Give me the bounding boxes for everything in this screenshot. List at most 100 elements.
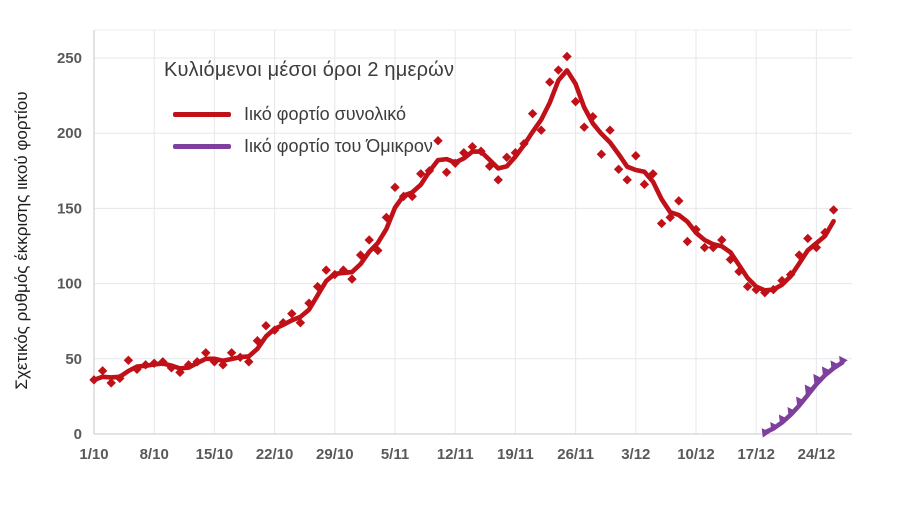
total-series-point	[321, 265, 331, 275]
total-series-point	[450, 158, 460, 168]
total-series-point	[674, 196, 684, 206]
total-series-point	[304, 298, 314, 308]
total-series-point	[347, 274, 357, 284]
y-axis-title: Σχετικός ρυθμός έκκρισης ιικού φορτίου	[12, 91, 31, 390]
total-series-point	[278, 318, 288, 328]
total-series-point	[201, 348, 211, 358]
y-tick-label: 150	[57, 200, 82, 217]
total-series-point	[734, 266, 744, 277]
total-series-point	[89, 375, 99, 385]
total-series-point	[605, 125, 615, 135]
total-series-point	[502, 152, 512, 162]
total-series-point	[424, 166, 435, 176]
x-tick-label: 24/12	[798, 446, 836, 463]
total-series-point	[381, 212, 392, 223]
total-series-point	[123, 355, 134, 366]
x-tick-label: 12/11	[437, 446, 474, 463]
total-series-point	[691, 224, 701, 235]
total-series-point	[717, 235, 727, 245]
legend-swatch-omicron	[173, 143, 231, 149]
total-series-point	[467, 142, 478, 152]
omicron-series-point	[830, 360, 840, 370]
omicron-series-point	[821, 366, 831, 377]
total-series-point	[373, 245, 383, 256]
total-series-point	[244, 357, 254, 367]
legend-label-total: Ιικό φορτίο συνολικό	[244, 103, 406, 124]
total-series-point	[708, 242, 718, 253]
total-series-point	[338, 265, 349, 275]
total-series-point	[570, 96, 581, 107]
total-series-point	[484, 161, 495, 171]
omicron-series-point	[787, 407, 797, 417]
total-series-point	[725, 254, 736, 265]
total-series-point	[287, 308, 297, 319]
total-series-point	[493, 175, 503, 185]
x-tick-label: 17/12	[737, 446, 775, 463]
total-series-point	[183, 360, 194, 370]
total-series-point	[192, 357, 202, 367]
total-series-point	[811, 242, 822, 253]
total-series-point	[794, 250, 804, 260]
legend-label-omicron: Ιικό φορτίο του Όμικρον	[244, 135, 433, 156]
x-tick-label: 26/11	[557, 446, 594, 463]
total-series-point	[312, 281, 323, 292]
total-series-point	[235, 352, 245, 362]
total-series-point	[631, 151, 641, 161]
omicron-series-point	[778, 414, 788, 425]
total-series-point	[527, 108, 538, 119]
total-series-point	[562, 51, 572, 62]
total-series-point	[166, 363, 177, 373]
total-series-point	[699, 242, 710, 253]
total-series-point	[252, 336, 263, 346]
y-tick-label: 50	[65, 351, 82, 368]
total-series-point	[416, 169, 426, 179]
total-series-point	[433, 136, 443, 146]
total-series-point	[295, 318, 306, 328]
total-series-point	[149, 358, 159, 369]
total-series-point	[682, 236, 693, 247]
total-series-line	[91, 68, 836, 383]
total-series-point	[140, 360, 151, 370]
total-series-point	[218, 360, 228, 370]
x-tick-label: 5/11	[381, 446, 409, 463]
total-series-point	[364, 235, 374, 245]
total-series-point	[226, 348, 237, 358]
x-tick-label: 29/10	[316, 446, 354, 463]
total-series-point	[613, 164, 624, 174]
total-series-point	[510, 148, 521, 158]
legend-title: Κυλιόμενοι μέσοι όροι 2 ημερών	[164, 59, 455, 81]
total-series-point	[261, 321, 271, 331]
total-series-point	[588, 111, 598, 122]
total-series-point	[97, 366, 108, 376]
total-series-point	[656, 218, 667, 229]
x-tick-label: 3/12	[621, 446, 650, 463]
x-tick-label: 8/10	[140, 446, 169, 463]
total-series-point	[209, 357, 220, 367]
total-series-point	[407, 191, 417, 202]
total-series-point	[398, 191, 409, 202]
total-series-point	[639, 179, 650, 190]
y-tick-label: 250	[57, 50, 82, 67]
total-series-point	[742, 281, 753, 292]
x-tick-label: 10/12	[677, 446, 715, 463]
total-series-point	[355, 250, 366, 260]
total-series-point	[785, 269, 796, 280]
omicron-series-point	[813, 373, 822, 384]
total-series-point	[536, 125, 546, 135]
total-series-point	[760, 287, 770, 298]
total-series-point	[665, 212, 675, 223]
total-series-point	[106, 378, 116, 388]
omicron-series-point	[839, 355, 848, 366]
total-series-point	[596, 149, 607, 159]
total-series-point	[820, 227, 830, 238]
total-series-point	[768, 284, 779, 295]
total-series-point	[803, 233, 813, 244]
total-series-point	[330, 269, 340, 280]
total-series-point	[158, 357, 168, 367]
total-series-point	[751, 284, 761, 295]
legend-swatch-total	[173, 111, 231, 117]
total-series-point	[519, 139, 529, 149]
total-series-point	[175, 367, 185, 378]
x-tick-label: 22/10	[256, 446, 294, 463]
x-tick-label: 19/11	[497, 446, 534, 463]
